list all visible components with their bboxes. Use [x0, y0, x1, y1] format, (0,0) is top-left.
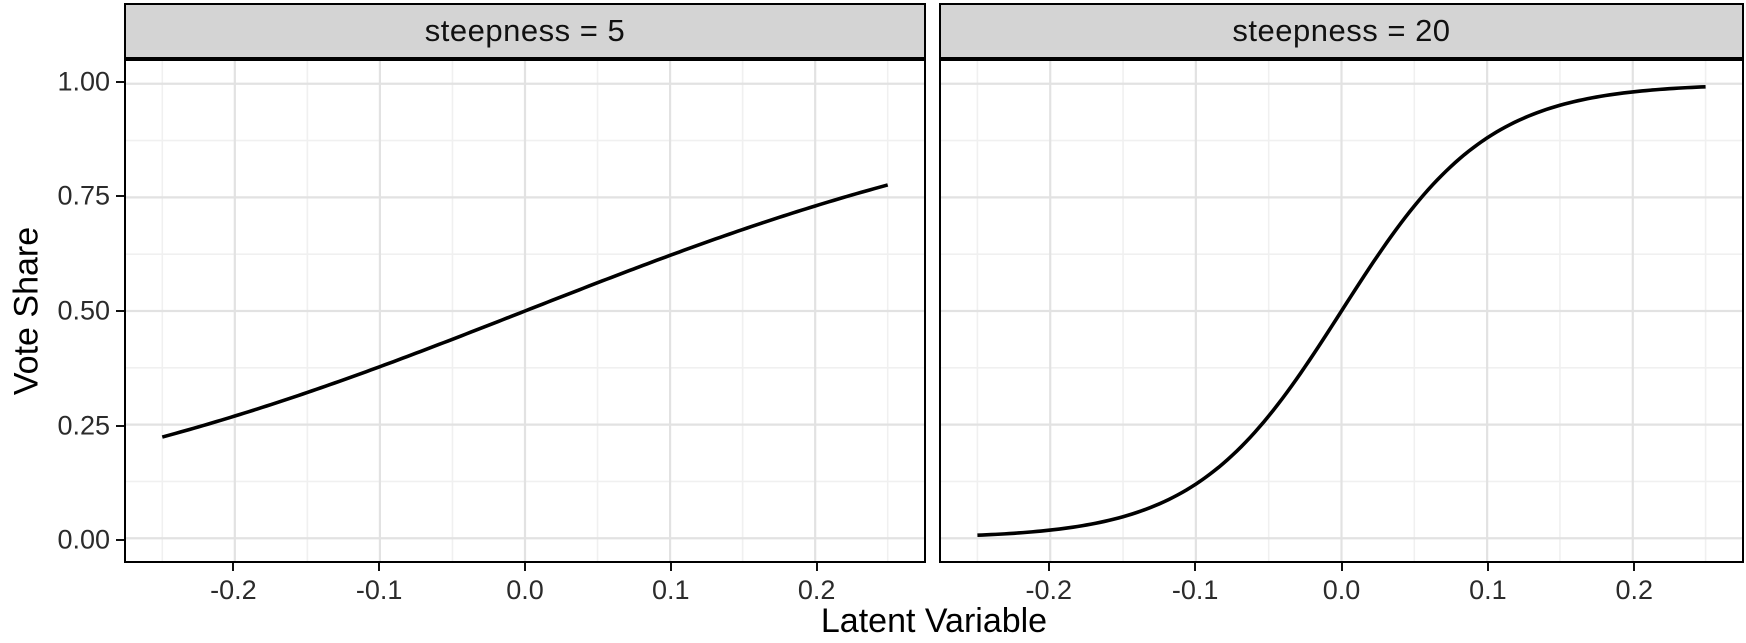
x-tick-label: 0.2 — [1615, 575, 1653, 605]
x-tick-mark — [1047, 563, 1050, 571]
y-tick-label: 1.00 — [57, 66, 110, 97]
facet-steepness-20: steepness = 20 — [939, 3, 1744, 563]
facet-strip-label: steepness = 5 — [424, 13, 626, 48]
y-tick-label: 0.50 — [57, 295, 110, 326]
x-tick-mark — [669, 563, 672, 571]
y-tick-label: 0.75 — [57, 180, 110, 211]
y-tick-label: 0.00 — [57, 524, 110, 555]
y-tick-mark — [116, 539, 124, 542]
x-tick-label: 0.0 — [506, 575, 544, 605]
x-tick-label: -0.1 — [1171, 575, 1219, 605]
x-tick-mark — [1194, 563, 1197, 571]
x-tick-label: 0.1 — [652, 575, 690, 605]
x-tick-mark — [524, 563, 526, 571]
facet-strip-label: steepness = 20 — [1232, 13, 1451, 48]
line-plot-steepness-5 — [126, 61, 924, 561]
line-plot-steepness-20 — [941, 61, 1742, 561]
x-tick-mark — [1486, 563, 1489, 571]
x-tick-label: 0.1 — [1469, 575, 1507, 605]
y-tick-label: 0.25 — [57, 410, 110, 441]
x-tick-mark — [1340, 563, 1343, 571]
facet-strip: steepness = 20 — [939, 3, 1744, 59]
x-tick-label: -0.2 — [210, 575, 257, 605]
x-tick-label: -0.2 — [1025, 575, 1073, 605]
x-tick-mark — [1633, 563, 1636, 571]
sigmoid-curve — [977, 84, 1706, 538]
facet-steepness-5: steepness = 5 — [124, 3, 926, 563]
x-tick-mark — [815, 563, 818, 571]
x-tick-mark — [378, 563, 381, 571]
x-axis-title: Latent Variable — [820, 602, 1048, 640]
sigmoid-curve — [161, 183, 889, 439]
x-tick-label: -0.1 — [355, 575, 403, 605]
x-tick-mark — [232, 563, 235, 571]
x-tick-label: 0.2 — [797, 575, 836, 605]
y-tick-mark — [116, 310, 124, 312]
plot-panel — [939, 59, 1744, 563]
y-tick-mark — [116, 424, 124, 427]
y-tick-mark — [116, 80, 124, 83]
y-tick-mark — [116, 195, 124, 198]
plot-panel — [124, 59, 926, 563]
facet-strip: steepness = 5 — [124, 3, 926, 59]
x-tick-label: 0.0 — [1322, 575, 1361, 605]
